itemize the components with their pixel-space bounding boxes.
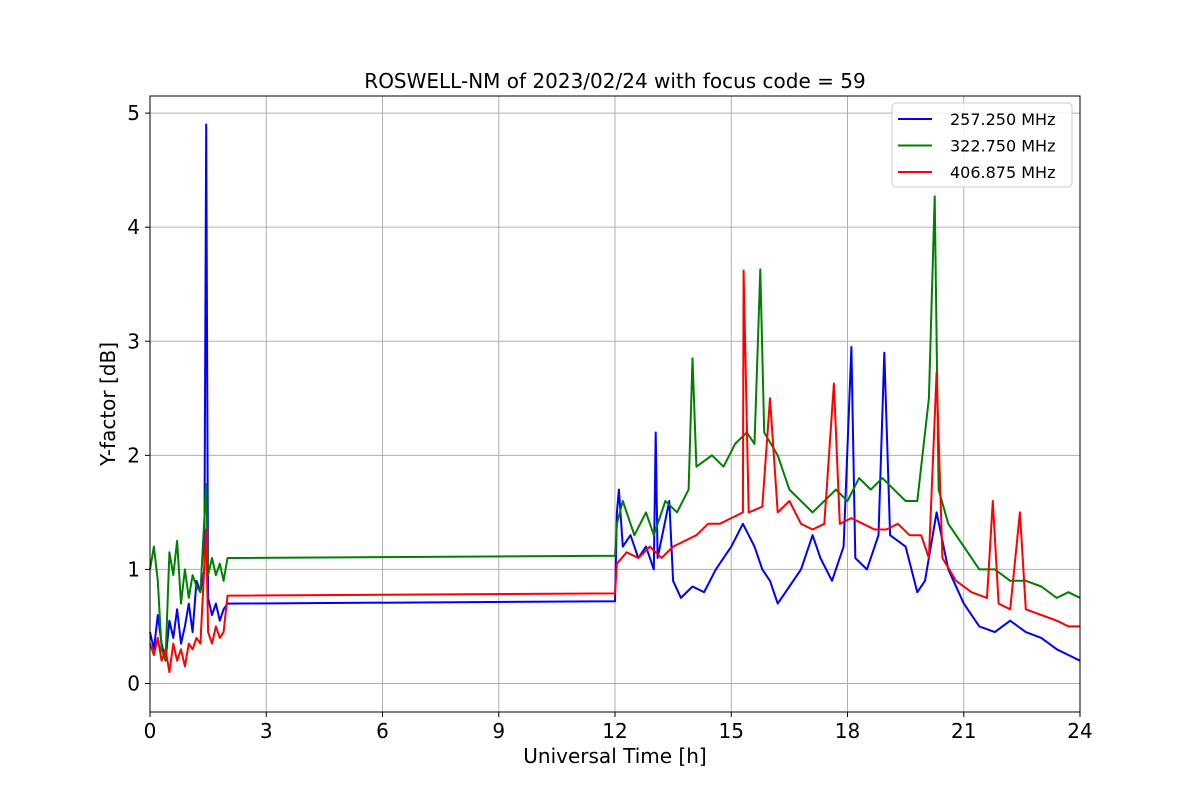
legend-label-3: 406.875 MHz: [950, 163, 1055, 182]
plot-area: [149, 95, 1081, 713]
series-line-2: [149, 195, 1081, 662]
x-tick-label: 18: [835, 719, 860, 743]
x-tick-label: 0: [144, 719, 157, 743]
x-tick-label: 24: [1067, 719, 1092, 743]
series-line-1: [149, 123, 1081, 662]
x-axis-label: Universal Time [h]: [523, 744, 706, 768]
series-lines: [149, 123, 1081, 674]
x-tick-label: 21: [951, 719, 976, 743]
legend-box: [891, 102, 1073, 188]
x-tick-label: 15: [719, 719, 744, 743]
legend-label-1: 257.250 MHz: [950, 110, 1055, 129]
y-tick-label: 5: [127, 101, 140, 125]
x-axis-ticks: 0 3 6 9 12 15 18 21 24: [144, 712, 1093, 743]
x-tick-label: 3: [260, 719, 273, 743]
y-tick-label: 3: [127, 329, 140, 353]
legend: 257.250 MHz 322.750 MHz 406.875 MHz: [891, 102, 1073, 188]
y-axis-label: Y-factor [dB]: [96, 342, 120, 467]
legend-label-2: 322.750 MHz: [950, 137, 1055, 156]
y-tick-label: 4: [127, 215, 140, 239]
y-tick-label: 1: [127, 557, 140, 581]
y-axis-ticks: 0 1 2 3 4 5: [127, 101, 150, 695]
y-tick-label: 0: [127, 671, 140, 695]
x-tick-label: 9: [492, 719, 505, 743]
y-tick-label: 2: [127, 443, 140, 467]
series-line-3: [149, 269, 1080, 674]
chart-title: ROSWELL-NM of 2023/02/24 with focus code…: [364, 69, 865, 93]
x-tick-label: 6: [376, 719, 389, 743]
x-tick-label: 12: [602, 719, 627, 743]
